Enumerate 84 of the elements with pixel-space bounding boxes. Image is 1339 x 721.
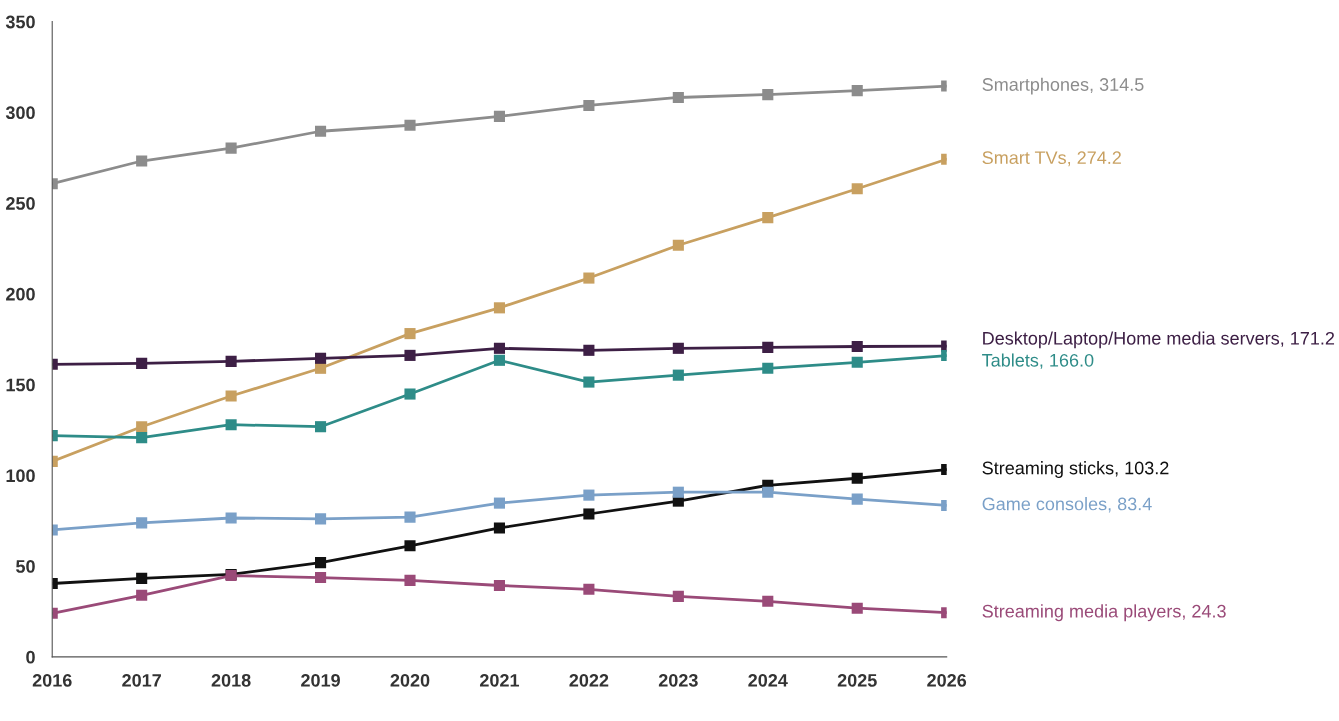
point (672, 91, 684, 104)
point (404, 328, 416, 340)
x-tick-label: 2017 (122, 673, 161, 687)
point (225, 419, 237, 431)
text: Desktop/Laptop/Home media servers, 171.2 (983, 331, 1335, 349)
point (851, 472, 863, 484)
text: Game consoles, 83.4 (982, 497, 1152, 513)
point (136, 589, 148, 601)
point (851, 85, 863, 97)
point (583, 508, 595, 520)
point (493, 110, 505, 122)
y-tick-label: 200 (6, 287, 35, 301)
x-tick-label: 2023 (658, 673, 698, 687)
point (315, 571, 327, 584)
text: Tablets, 166.0 (982, 353, 1094, 369)
text: Smart TVs, 274.2 (982, 151, 1121, 167)
point (315, 352, 327, 364)
point (762, 486, 774, 498)
text: Streaming sticks, 103.2 (982, 461, 1169, 478)
text: Smartphones, 314.5 (982, 77, 1144, 95)
point (136, 572, 148, 584)
point (583, 489, 595, 501)
point (583, 99, 595, 112)
x-tick-label: 2026 (927, 673, 967, 687)
point (404, 574, 416, 586)
point (672, 369, 684, 381)
point (136, 432, 148, 444)
y-tick-label: 150 (6, 378, 35, 392)
point (762, 362, 774, 374)
x-tick-label: 2022 (569, 673, 609, 687)
point (493, 342, 505, 354)
y-tick-label: 50 (16, 560, 35, 573)
point (851, 356, 863, 368)
y-tick-label: 100 (6, 469, 35, 483)
point (493, 579, 505, 592)
point (136, 155, 148, 167)
point (493, 302, 505, 314)
point (493, 522, 505, 534)
point (404, 119, 416, 131)
x-tick-label: 2016 (32, 673, 72, 687)
point (672, 590, 684, 602)
text: Streaming media players, 24.3 (982, 604, 1226, 622)
point (851, 493, 863, 505)
point (851, 340, 863, 353)
point (672, 239, 684, 251)
point (136, 517, 148, 529)
point (672, 342, 684, 354)
point (404, 349, 416, 361)
point (404, 388, 416, 400)
point (672, 486, 684, 498)
point (404, 511, 416, 523)
point (762, 595, 774, 607)
x-tick-label: 2025 (837, 673, 877, 687)
point (404, 540, 416, 552)
point (225, 512, 237, 524)
point (315, 125, 327, 137)
point (583, 376, 595, 388)
point (315, 513, 327, 525)
point (762, 89, 774, 101)
point (762, 341, 774, 353)
point (315, 557, 327, 569)
point (136, 357, 148, 369)
point (493, 354, 505, 366)
point (583, 583, 595, 595)
point (225, 390, 237, 402)
x-tick-label: 2018 (211, 673, 251, 687)
y-tick-label: 300 (5, 106, 35, 120)
point (493, 497, 505, 509)
point (225, 142, 237, 154)
point (851, 183, 863, 195)
point (762, 212, 774, 224)
point (136, 421, 148, 433)
point (583, 272, 595, 284)
x-tick-label: 2019 (301, 673, 340, 687)
y-tick-label: 350 (5, 15, 35, 29)
x-tick-label: 2024 (748, 673, 788, 687)
x-tick-label: 2020 (390, 673, 430, 687)
y-tick-label: 250 (6, 197, 35, 210)
point (225, 355, 237, 367)
point (851, 602, 863, 614)
point (583, 344, 595, 356)
point (315, 421, 327, 433)
x-tick-label: 2021 (479, 673, 520, 687)
y-tick-label: 0 (26, 650, 35, 664)
